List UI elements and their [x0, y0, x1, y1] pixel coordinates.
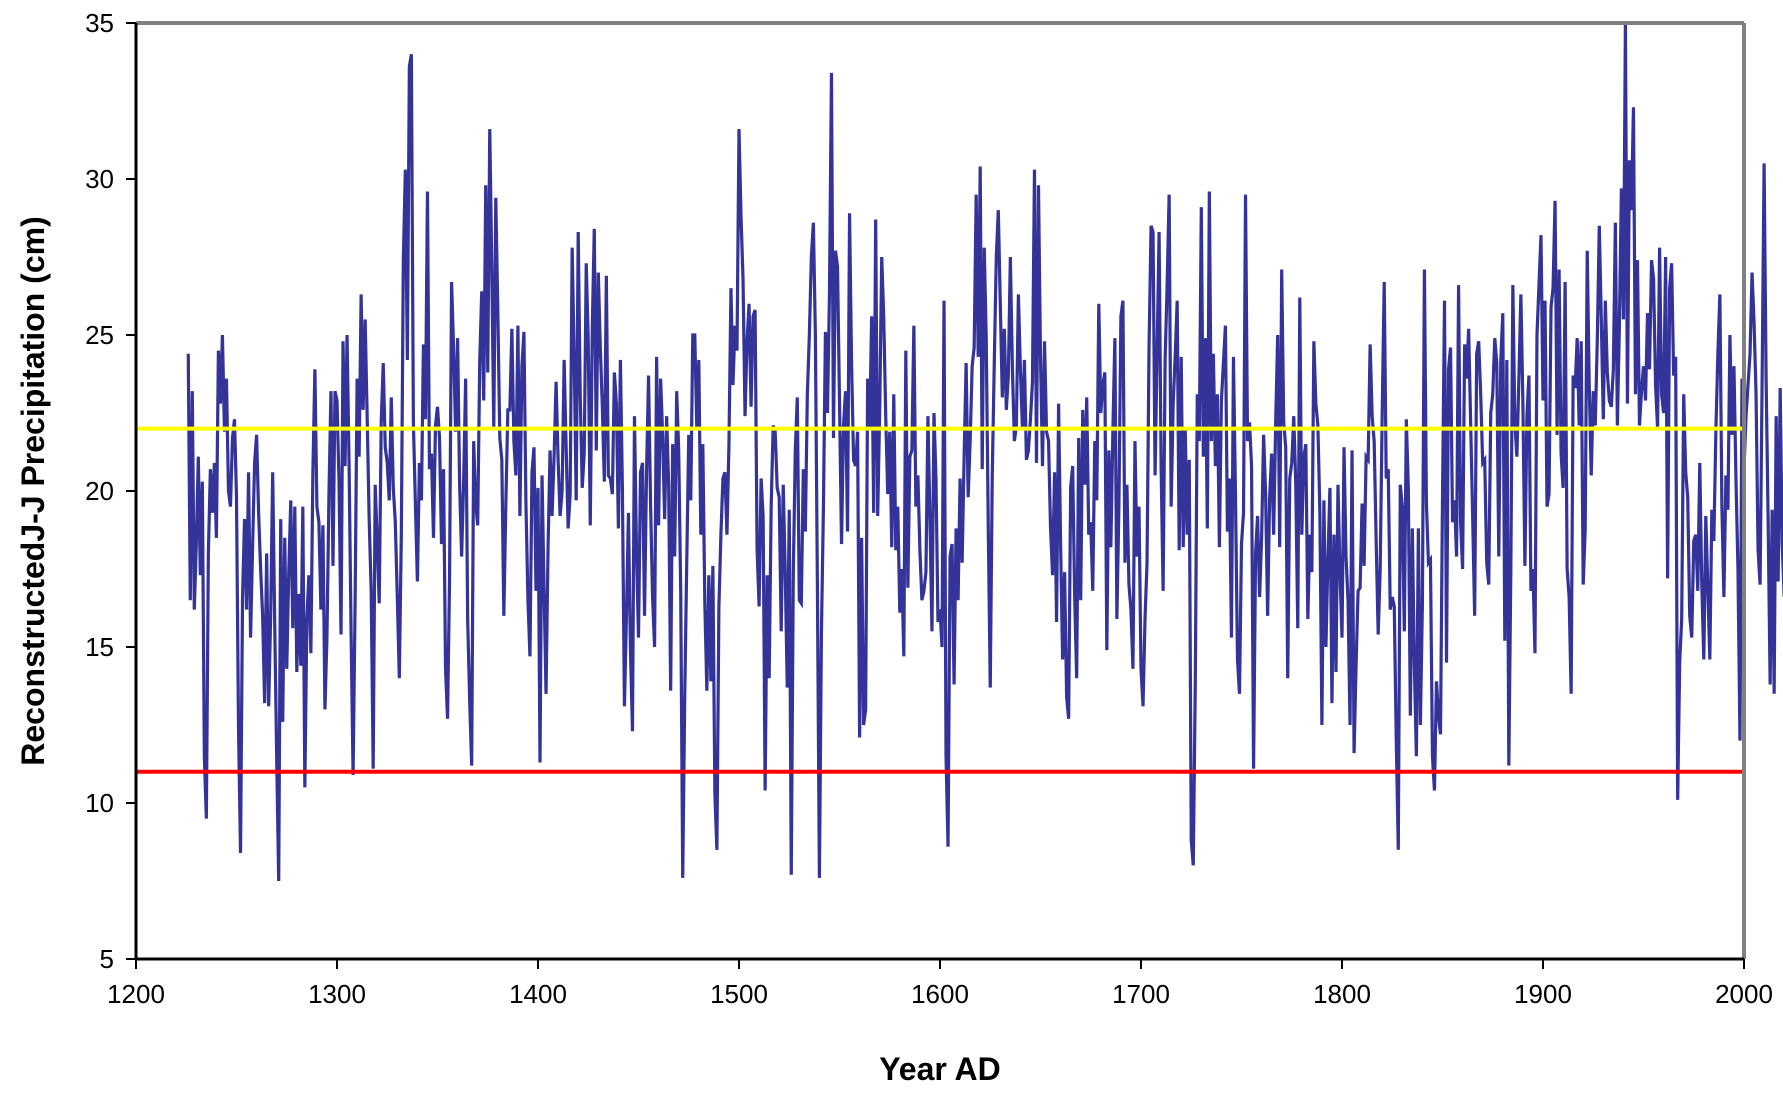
- x-tick-label: 2000: [1715, 979, 1773, 1009]
- x-axis-title: Year AD: [879, 1051, 1001, 1087]
- y-tick-label: 25: [85, 320, 114, 350]
- x-tick-label: 1700: [1112, 979, 1170, 1009]
- y-axis-title: ReconstructedJ-J Precipitation (cm): [15, 216, 51, 765]
- y-tick-label: 20: [85, 476, 114, 506]
- x-tick-label: 1300: [308, 979, 366, 1009]
- y-tick-label: 15: [85, 632, 114, 662]
- x-tick-label: 1600: [911, 979, 969, 1009]
- series-line-0: [186, 22, 1783, 882]
- y-tick-label: 5: [100, 944, 114, 974]
- x-tick-label: 1200: [107, 979, 165, 1009]
- x-tick-label: 1500: [710, 979, 768, 1009]
- y-tick-label: 35: [85, 8, 114, 38]
- x-tick-label: 1800: [1313, 979, 1371, 1009]
- y-tick-label: 30: [85, 164, 114, 194]
- x-tick-label: 1400: [509, 979, 567, 1009]
- y-tick-label: 10: [85, 788, 114, 818]
- x-tick-label: 1900: [1514, 979, 1572, 1009]
